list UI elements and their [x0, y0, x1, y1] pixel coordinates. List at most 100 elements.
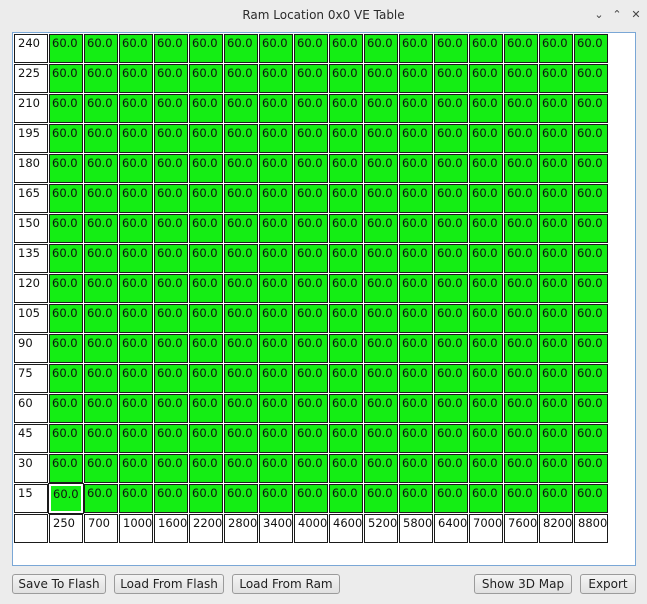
table-cell[interactable]: 60.0 — [84, 304, 118, 333]
table-cell[interactable]: 60.0 — [224, 454, 258, 483]
table-cell[interactable]: 60.0 — [294, 94, 328, 123]
table-cell[interactable]: 60.0 — [224, 244, 258, 273]
table-cell[interactable]: 60.0 — [399, 184, 433, 213]
table-cell[interactable]: 60.0 — [434, 64, 468, 93]
table-cell[interactable]: 60.0 — [434, 274, 468, 303]
table-cell[interactable]: 60.0 — [49, 94, 83, 123]
table-cell[interactable]: 60.0 — [364, 184, 398, 213]
table-cell[interactable]: 60.0 — [294, 394, 328, 423]
table-cell[interactable]: 60.0 — [539, 34, 573, 63]
table-cell[interactable]: 60.0 — [84, 244, 118, 273]
table-cell[interactable]: 60.0 — [469, 244, 503, 273]
minimize-icon[interactable]: ⌄ — [594, 8, 604, 21]
table-cell[interactable]: 60.0 — [434, 154, 468, 183]
table-cell[interactable]: 60.0 — [539, 484, 573, 513]
table-cell[interactable]: 60.0 — [294, 214, 328, 243]
table-cell[interactable]: 60.0 — [399, 484, 433, 513]
table-cell[interactable]: 60.0 — [224, 64, 258, 93]
table-cell[interactable]: 60.0 — [189, 184, 223, 213]
table-cell[interactable]: 60.0 — [539, 124, 573, 153]
table-cell[interactable]: 60.0 — [154, 454, 188, 483]
table-cell[interactable]: 60.0 — [364, 154, 398, 183]
table-cell[interactable]: 60.0 — [119, 124, 153, 153]
table-cell[interactable]: 60.0 — [399, 424, 433, 453]
table-cell[interactable]: 60.0 — [224, 214, 258, 243]
table-cell[interactable]: 60.0 — [434, 364, 468, 393]
table-cell[interactable]: 60.0 — [224, 394, 258, 423]
table-cell[interactable]: 60.0 — [364, 364, 398, 393]
table-cell[interactable]: 60.0 — [84, 274, 118, 303]
table-cell[interactable]: 60.0 — [84, 424, 118, 453]
table-cell[interactable]: 60.0 — [154, 274, 188, 303]
table-cell[interactable]: 60.0 — [189, 94, 223, 123]
table-cell[interactable]: 60.0 — [119, 394, 153, 423]
table-cell[interactable]: 60.0 — [434, 454, 468, 483]
table-cell[interactable]: 60.0 — [504, 154, 538, 183]
table-cell[interactable]: 60.0 — [224, 334, 258, 363]
table-cell[interactable]: 60.0 — [224, 304, 258, 333]
table-cell[interactable]: 60.0 — [399, 34, 433, 63]
table-cell[interactable]: 60.0 — [364, 424, 398, 453]
table-cell[interactable]: 60.0 — [364, 274, 398, 303]
table-cell[interactable]: 60.0 — [294, 334, 328, 363]
table-cell[interactable]: 60.0 — [154, 94, 188, 123]
table-cell[interactable]: 60.0 — [49, 424, 83, 453]
table-cell[interactable]: 60.0 — [504, 454, 538, 483]
close-icon[interactable]: ✕ — [631, 8, 641, 21]
table-cell[interactable]: 60.0 — [574, 154, 608, 183]
table-cell[interactable]: 60.0 — [224, 274, 258, 303]
table-cell[interactable]: 60.0 — [84, 34, 118, 63]
table-cell[interactable]: 60.0 — [259, 214, 293, 243]
table-cell[interactable]: 60.0 — [504, 484, 538, 513]
table-cell[interactable]: 60.0 — [539, 304, 573, 333]
table-cell[interactable]: 60.0 — [189, 244, 223, 273]
table-cell[interactable]: 60.0 — [329, 34, 363, 63]
table-cell[interactable]: 60.0 — [259, 454, 293, 483]
table-cell[interactable]: 60.0 — [259, 364, 293, 393]
table-cell[interactable]: 60.0 — [224, 154, 258, 183]
table-cell[interactable]: 60.0 — [294, 184, 328, 213]
table-cell[interactable]: 60.0 — [364, 34, 398, 63]
table-cell[interactable]: 60.0 — [574, 34, 608, 63]
table-cell[interactable]: 60.0 — [399, 394, 433, 423]
table-cell[interactable]: 60.0 — [224, 424, 258, 453]
table-cell[interactable]: 60.0 — [154, 184, 188, 213]
table-cell[interactable]: 60.0 — [189, 34, 223, 63]
table-cell[interactable]: 60.0 — [119, 34, 153, 63]
table-cell[interactable]: 60.0 — [294, 34, 328, 63]
table-cell[interactable]: 60.0 — [504, 364, 538, 393]
table-cell[interactable]: 60.0 — [154, 364, 188, 393]
table-cell[interactable]: 60.0 — [574, 244, 608, 273]
table-cell[interactable]: 60.0 — [539, 394, 573, 423]
table-cell[interactable]: 60.0 — [364, 124, 398, 153]
table-cell[interactable]: 60.0 — [49, 64, 83, 93]
table-cell[interactable]: 60.0 — [434, 94, 468, 123]
table-cell[interactable]: 60.0 — [259, 244, 293, 273]
table-cell[interactable]: 60.0 — [434, 484, 468, 513]
table-cell[interactable]: 60.0 — [154, 64, 188, 93]
table-cell[interactable]: 60.0 — [504, 334, 538, 363]
table-cell[interactable]: 60.0 — [329, 484, 363, 513]
table-cell[interactable]: 60.0 — [49, 124, 83, 153]
table-cell[interactable]: 60.0 — [504, 424, 538, 453]
table-cell[interactable]: 60.0 — [434, 34, 468, 63]
table-cell[interactable]: 60.0 — [504, 94, 538, 123]
table-cell[interactable]: 60.0 — [119, 484, 153, 513]
table-cell[interactable]: 60.0 — [154, 424, 188, 453]
table-cell[interactable]: 60.0 — [294, 244, 328, 273]
table-cell[interactable]: 60.0 — [259, 424, 293, 453]
table-cell[interactable]: 60.0 — [329, 64, 363, 93]
table-cell[interactable]: 60.0 — [329, 334, 363, 363]
table-cell[interactable]: 60.0 — [329, 94, 363, 123]
table-cell[interactable]: 60.0 — [189, 334, 223, 363]
table-cell[interactable]: 60.0 — [539, 364, 573, 393]
table-cell[interactable]: 60.0 — [469, 64, 503, 93]
table-cell[interactable]: 60.0 — [434, 184, 468, 213]
table-cell[interactable]: 60.0 — [189, 364, 223, 393]
table-cell[interactable]: 60.0 — [224, 484, 258, 513]
table-cell[interactable]: 60.0 — [364, 64, 398, 93]
table-cell[interactable]: 60.0 — [434, 424, 468, 453]
show-3d-map-button[interactable]: Show 3D Map — [474, 574, 572, 594]
table-cell[interactable]: 60.0 — [84, 214, 118, 243]
table-cell[interactable]: 60.0 — [574, 394, 608, 423]
